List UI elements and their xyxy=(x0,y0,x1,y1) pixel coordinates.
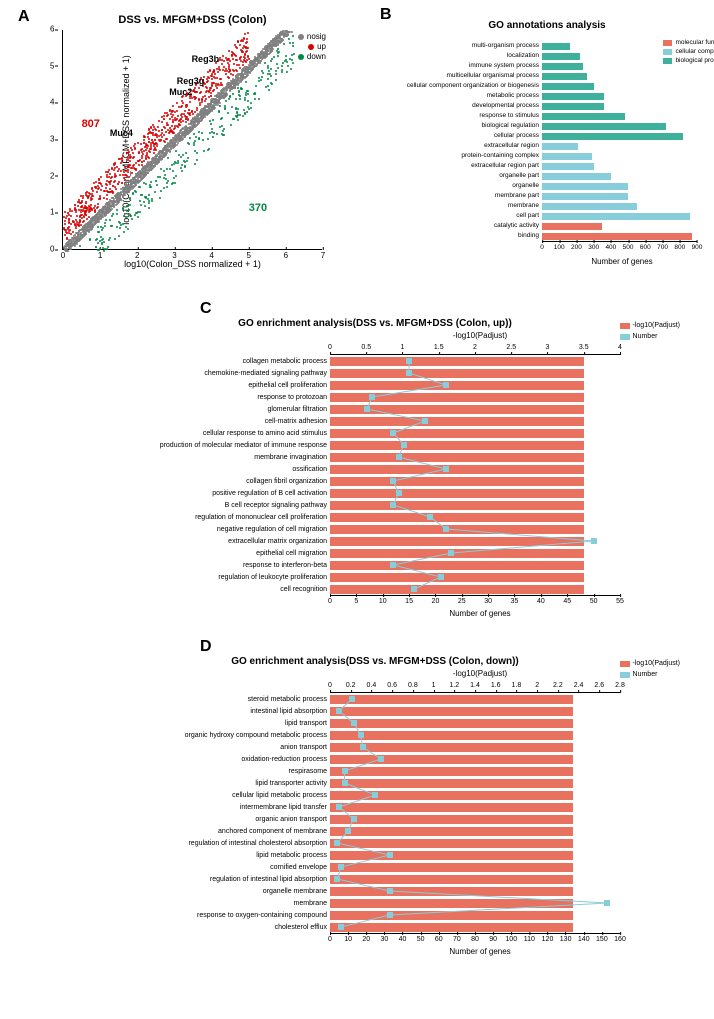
panel-a-label: A xyxy=(18,8,30,26)
panel-d-topaxis: 00.20.40.60.811.21.41.61.822.22.42.62.8 xyxy=(330,679,620,693)
panel-c-title: GO enrichment analysis(DSS vs. MFGM+DSS … xyxy=(120,318,630,329)
panel-b-xlabel: Number of genes xyxy=(542,257,702,266)
panel-c-topaxis: 00.511.522.533.54 xyxy=(330,341,620,355)
panel-a-title: DSS vs. MFGM+DSS (Colon) xyxy=(63,14,322,26)
panel-a-xlabel: log10(Colon_DSS normalized + 1) xyxy=(63,259,322,269)
panel-d-label: D xyxy=(200,638,212,656)
panel-c-rows: collagen metabolic processchemokine-medi… xyxy=(120,355,630,595)
scatter-plot: DSS vs. MFGM+DSS (Colon) log10(Colon_MFG… xyxy=(62,30,322,250)
panel-c-botaxis: 0510152025303540455055 xyxy=(330,595,620,609)
panel-b-xaxis: 0100200300400500600700800900 xyxy=(542,241,697,257)
panel-d-toplabel: -log10(Padjust) xyxy=(330,669,630,678)
panel-d-title: GO enrichment analysis(DSS vs. MFGM+DSS … xyxy=(120,656,630,667)
panel-a-legend: nosigupdown xyxy=(298,32,326,62)
panel-c-legend: -log10(Padjust)Number xyxy=(620,320,680,342)
panel-b-bars: multi-organism processlocalizationimmune… xyxy=(392,41,702,241)
panel-d-botlabel: Number of genes xyxy=(330,947,630,956)
panel-c-toplabel: -log10(Padjust) xyxy=(330,331,630,340)
panel-b-label: B xyxy=(380,6,392,24)
panel-b-legend: molecular functioncellular componentbiol… xyxy=(663,38,714,65)
panel-c-botlabel: Number of genes xyxy=(330,609,630,618)
panel-a: DSS vs. MFGM+DSS (Colon) log10(Colon_MFG… xyxy=(62,30,322,250)
panel-d-legend: -log10(Padjust)Number xyxy=(620,658,680,680)
panel-c-label: C xyxy=(200,300,212,318)
panel-c: GO enrichment analysis(DSS vs. MFGM+DSS … xyxy=(120,318,630,618)
panel-d-botaxis: 0102030405060708090100110120130140150160 xyxy=(330,933,620,947)
figure-container: A B C D DSS vs. MFGM+DSS (Colon) log10(C… xyxy=(0,0,714,1019)
panel-d: GO enrichment analysis(DSS vs. MFGM+DSS … xyxy=(120,656,630,956)
panel-b: GO annotations analysis multi-organism p… xyxy=(392,20,702,266)
panel-b-title: GO annotations analysis xyxy=(392,20,702,31)
panel-d-rows: steroid metabolic processintestinal lipi… xyxy=(120,693,630,933)
